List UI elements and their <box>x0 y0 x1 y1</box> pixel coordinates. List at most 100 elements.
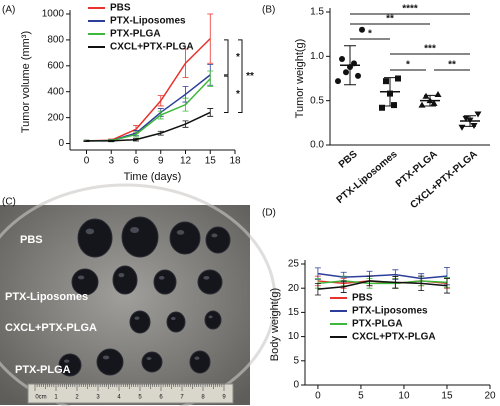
tumor-highlight <box>158 276 165 280</box>
photo-label: PTX-PLGA <box>15 364 71 376</box>
tumor-highlight <box>130 227 140 233</box>
significance-bracket <box>224 39 229 76</box>
ruler-label: 0cm <box>35 395 46 401</box>
significance-label: ** <box>246 71 254 82</box>
legend-label: CXCL+PTX-PLGA <box>110 42 194 53</box>
x-tick-label: CXCL+PTX-PLGA <box>408 149 479 211</box>
data-point <box>343 69 349 76</box>
y-tick-label: 1.0 <box>310 51 324 62</box>
y-tick-label: 25 <box>288 259 300 270</box>
panel-label: (B) <box>262 5 275 16</box>
significance-label: ** <box>448 60 456 71</box>
data-point <box>339 55 345 62</box>
error-bar <box>424 94 436 107</box>
significance-label: * <box>236 89 240 100</box>
data-point <box>395 75 401 82</box>
tumor <box>169 221 201 255</box>
y-tick-label: 1000 <box>42 9 65 20</box>
y-tick-label: 400 <box>47 86 64 97</box>
y-tick-label: 0.5 <box>310 95 324 106</box>
tumor-highlight <box>171 317 176 320</box>
tumor-highlight <box>102 355 110 360</box>
x-tick-label: 0 <box>315 391 321 402</box>
error-bar <box>344 45 356 86</box>
photo-label: PTX-Liposomes <box>5 291 88 303</box>
ruler-label: 1 <box>54 395 58 401</box>
panel-label: (D) <box>262 208 276 219</box>
tumor-highlight <box>134 316 140 320</box>
x-tick-label: 5 <box>358 391 364 402</box>
ruler-label: 9 <box>222 395 226 401</box>
significance-bracket <box>224 75 229 113</box>
x-tick-label: 6 <box>133 156 139 167</box>
series-line <box>86 78 211 142</box>
data-point <box>355 72 361 79</box>
x-tick-label: 18 <box>229 156 241 167</box>
x-tick-label: 15 <box>441 391 453 402</box>
data-point <box>462 115 470 122</box>
legend-label: PTX-Liposomes <box>352 306 428 317</box>
tumor <box>153 269 177 295</box>
tumor <box>141 351 163 373</box>
tumor <box>166 311 186 333</box>
tumor <box>112 265 138 295</box>
tumor <box>197 269 223 295</box>
significance-label: * <box>368 29 372 40</box>
series-line <box>317 280 448 285</box>
significance-label: *** <box>424 44 436 55</box>
y-tick-label: 1.5 <box>310 7 324 18</box>
x-tick-label: PBS <box>337 149 360 171</box>
legend-label: PTX-PLGA <box>110 29 161 40</box>
tumor-highlight <box>63 359 70 363</box>
data-point <box>434 90 442 97</box>
y-tick-label: 0 <box>293 380 299 391</box>
tumor <box>77 218 113 258</box>
tumor-highlight <box>176 230 185 235</box>
ruler-label: 5 <box>138 395 142 401</box>
error-bar <box>384 77 396 107</box>
tumor-highlight <box>77 275 85 280</box>
data-point <box>430 99 438 106</box>
error-bar <box>464 115 476 127</box>
y-axis-title: Tumor weight(g) <box>294 39 306 119</box>
y-axis-title: Body weight(g) <box>269 288 281 361</box>
photo-label: PBS <box>20 234 43 246</box>
data-point <box>474 111 482 118</box>
tumor-photo: PBS PTX-Liposomes CXCL+PTX-PLGA PTX-PLGA 0cm… <box>0 183 277 406</box>
ruler-label: 4 <box>117 395 121 401</box>
tumor-highlight <box>203 276 210 280</box>
series-line <box>317 280 448 290</box>
ruler-label: 6 <box>159 395 163 401</box>
tumor <box>205 226 231 254</box>
data-point <box>383 78 389 85</box>
tumor-highlight <box>146 357 152 360</box>
tumor <box>204 310 222 330</box>
y-tick-label: 5 <box>293 355 299 366</box>
error-bar <box>207 108 214 117</box>
tumor <box>129 310 151 334</box>
data-point <box>418 101 426 108</box>
data-point <box>359 26 365 33</box>
y-tick-label: 15 <box>288 307 300 318</box>
panel-label: (A) <box>2 5 15 16</box>
ruler-label: 8 <box>201 395 205 401</box>
ruler-label: 7 <box>180 395 184 401</box>
tumor-highlight <box>211 233 218 238</box>
significance-bracket <box>238 39 243 113</box>
panel-label: (C) <box>2 197 16 208</box>
y-tick-label: 800 <box>47 35 64 46</box>
tumor <box>96 348 124 376</box>
significance-label: * <box>236 52 240 63</box>
x-tick-label: 15 <box>205 156 217 167</box>
tumor <box>121 216 159 258</box>
series-line <box>86 74 211 142</box>
x-tick-label: 20 <box>484 391 496 402</box>
error-bar <box>207 13 214 64</box>
tumor <box>189 350 211 374</box>
x-tick-label: 3 <box>108 156 114 167</box>
data-point <box>458 124 466 131</box>
series-line <box>317 272 448 280</box>
significance-label: * <box>406 60 410 71</box>
legend-label: PTX-PLGA <box>352 319 403 330</box>
